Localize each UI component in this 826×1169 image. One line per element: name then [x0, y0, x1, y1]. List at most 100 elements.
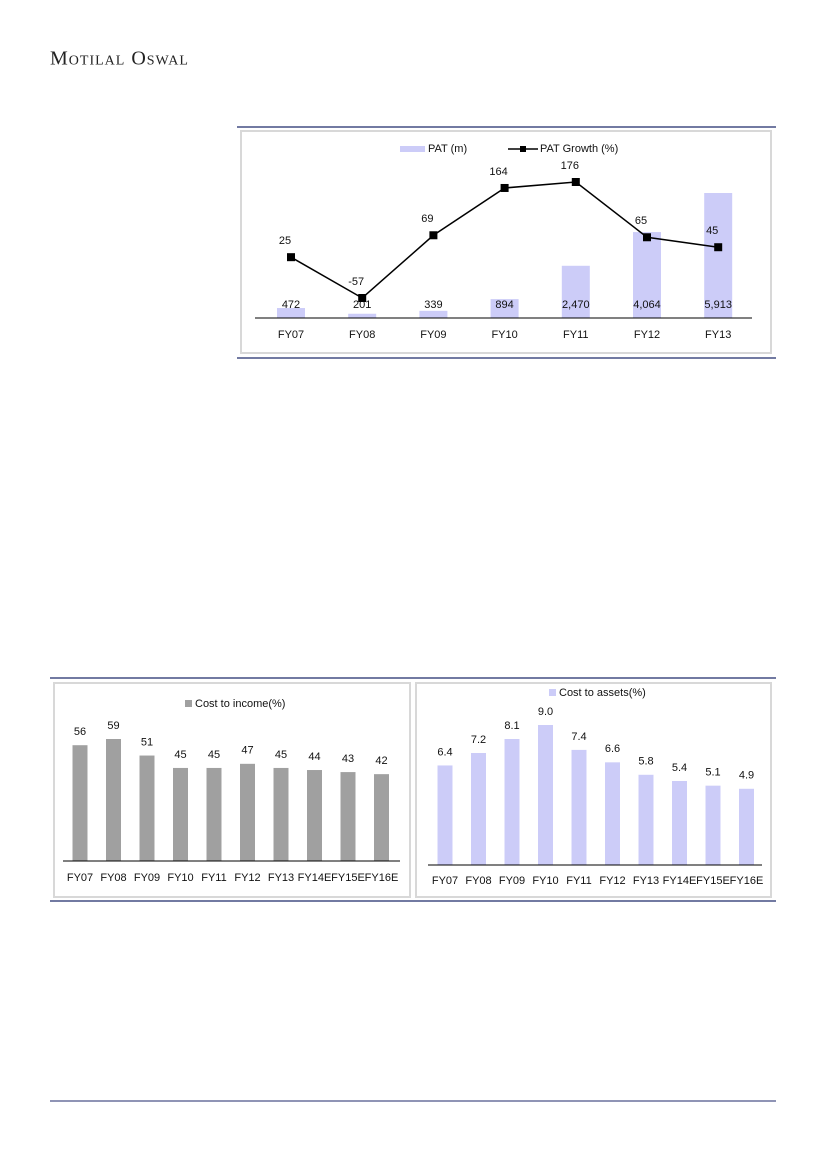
panel [53, 682, 411, 898]
marker [500, 183, 509, 192]
x-tick-label: FY16E [365, 872, 399, 884]
x-tick-label: FY15E [696, 875, 730, 887]
bar [374, 774, 389, 861]
bar [538, 725, 553, 865]
bar [672, 781, 687, 865]
bar [739, 788, 754, 865]
value-label: 45 [275, 749, 287, 761]
x-tick-label: FY10 [532, 875, 558, 887]
x-tick-label: FY08 [465, 875, 491, 887]
value-label: 2,470 [562, 299, 590, 311]
legend-label: Cost to income(%) [195, 698, 285, 710]
x-tick-label: FY07 [278, 329, 304, 341]
x-tick-label: FY08 [349, 329, 375, 341]
bar [561, 265, 590, 318]
value-label: 4.9 [739, 770, 754, 782]
bar [605, 762, 620, 865]
x-tick-label: FY11 [563, 329, 588, 341]
value-label: 44 [308, 751, 320, 763]
x-tick-label: FY07 [432, 875, 458, 887]
value-label: 45 [208, 749, 220, 761]
bar [307, 770, 322, 861]
value-label: 8.1 [504, 720, 519, 732]
value-label: 51 [141, 736, 153, 748]
x-tick-label: FY12 [599, 875, 625, 887]
marker [287, 253, 295, 262]
x-tick-label: FY13 [633, 875, 659, 887]
x-tick-label: FY15E [331, 872, 365, 884]
brand: Motilal Oswal [50, 48, 189, 70]
bar [504, 739, 520, 865]
value-label: 5.4 [672, 762, 687, 774]
value-label: 25 [279, 235, 291, 247]
bar [277, 308, 305, 318]
value-label: 6.4 [437, 746, 452, 758]
value-label: 69 [421, 213, 433, 225]
bar [240, 763, 255, 861]
x-tick-label: FY12 [634, 329, 660, 341]
bar [173, 767, 188, 861]
x-tick-label: FY11 [566, 875, 591, 887]
x-tick-label: FY09 [420, 329, 446, 341]
bar [705, 785, 721, 865]
x-tick-label: FY10 [167, 872, 193, 884]
bar [206, 767, 222, 861]
x-tick-label: FY09 [499, 875, 525, 887]
marker [714, 243, 723, 252]
legend-swatch [549, 689, 556, 696]
bar [638, 774, 654, 865]
bar [273, 767, 289, 861]
value-label: 45 [174, 749, 186, 761]
legend-swatch [520, 146, 526, 152]
x-tick-label: FY14E [663, 875, 697, 887]
value-label: 4,064 [633, 299, 661, 311]
value-label: 5.8 [638, 756, 653, 768]
bar [571, 749, 587, 865]
value-label: 9.0 [538, 706, 553, 718]
value-label: 42 [375, 755, 387, 767]
value-label: 5,913 [704, 299, 732, 311]
bar [704, 193, 733, 318]
bar [419, 310, 448, 318]
value-label: 43 [342, 753, 354, 765]
value-label: 5.1 [705, 767, 720, 779]
x-tick-label: FY13 [268, 872, 294, 884]
value-label: 176 [561, 160, 579, 172]
value-label: -57 [348, 276, 364, 288]
value-label: 7.4 [571, 731, 586, 743]
marker [571, 178, 580, 186]
x-tick-label: FY07 [67, 872, 93, 884]
value-label: 6.6 [605, 743, 620, 755]
marker [643, 233, 651, 242]
x-tick-label: FY13 [705, 329, 731, 341]
x-tick-label: FY14E [298, 872, 332, 884]
panel [240, 130, 772, 354]
panel [415, 682, 772, 898]
x-tick-label: FY16E [730, 875, 764, 887]
legend-swatch [400, 146, 425, 152]
value-label: 164 [489, 166, 507, 178]
legend-label: Cost to assets(%) [559, 687, 646, 699]
legend-label: PAT (m) [428, 143, 467, 155]
value-label: 201 [353, 299, 371, 311]
value-label: 56 [74, 726, 86, 738]
value-label: 7.2 [471, 734, 486, 746]
bar [348, 313, 377, 318]
bar [471, 753, 486, 865]
x-tick-label: FY11 [201, 872, 226, 884]
value-label: 894 [495, 299, 513, 311]
x-tick-label: FY08 [100, 872, 126, 884]
value-label: 339 [424, 299, 442, 311]
value-label: 472 [282, 299, 300, 311]
x-tick-label: FY12 [234, 872, 260, 884]
marker [358, 294, 367, 302]
marker [429, 231, 438, 240]
bar [437, 765, 453, 865]
x-tick-label: FY10 [491, 329, 517, 341]
legend-swatch [185, 700, 192, 707]
legend-label: PAT Growth (%) [540, 143, 618, 155]
value-label: 45 [706, 225, 718, 237]
x-tick-label: FY09 [134, 872, 160, 884]
